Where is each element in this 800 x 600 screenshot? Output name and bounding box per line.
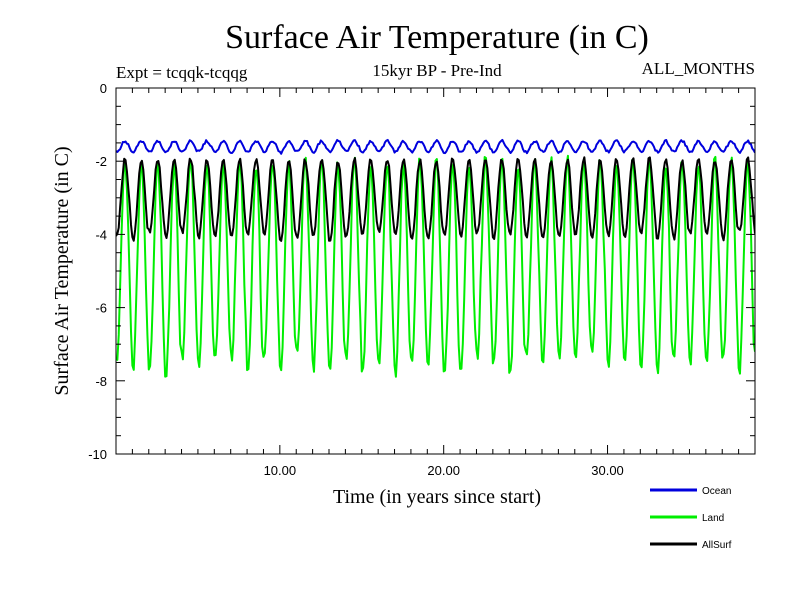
x-axis-label: Time (in years since start) bbox=[333, 486, 541, 508]
y-tick-label: -8 bbox=[95, 374, 107, 389]
legend-label-allsurf: AllSurf bbox=[702, 540, 732, 551]
legend-label-ocean: Ocean bbox=[702, 486, 731, 497]
y-tick-label: -6 bbox=[95, 301, 107, 316]
tick-layer: 0 -2 -4 -6 -8 -10 10.00 20.00 30.00 bbox=[88, 81, 756, 478]
expt-label: Expt = tcqqk-tcqqg bbox=[116, 63, 248, 82]
series-layer bbox=[116, 138, 755, 378]
y-tick-label: -2 bbox=[95, 154, 107, 169]
series-line-ocean bbox=[116, 138, 755, 155]
y-axis-label: Surface Air Temperature (in C) bbox=[51, 146, 73, 395]
series-line-land bbox=[116, 154, 755, 378]
chart-title: Surface Air Temperature (in C) bbox=[225, 19, 649, 56]
legend-label-land: Land bbox=[702, 513, 724, 524]
x-tick-label: 30.00 bbox=[591, 463, 624, 478]
months-label: ALL_MONTHS bbox=[642, 59, 755, 78]
y-tick-label: -4 bbox=[95, 227, 107, 242]
series-line-allsurf bbox=[116, 156, 755, 242]
legend: Ocean Land AllSurf bbox=[650, 486, 732, 551]
y-tick-label: 0 bbox=[100, 81, 107, 96]
y-tick-label: -10 bbox=[88, 447, 107, 462]
x-tick-label: 10.00 bbox=[264, 463, 297, 478]
x-tick-label: 20.00 bbox=[427, 463, 460, 478]
chart-subtitle: 15kyr BP - Pre-Ind bbox=[372, 61, 502, 80]
